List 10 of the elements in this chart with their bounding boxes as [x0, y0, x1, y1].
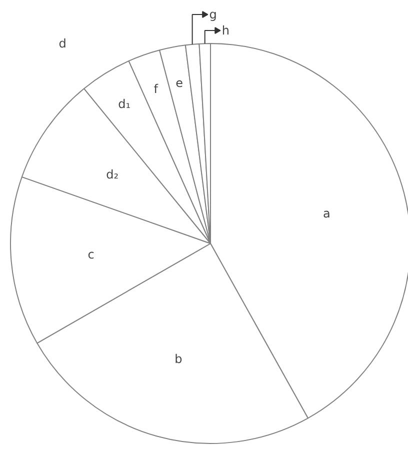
- slice-label: d₂: [106, 168, 119, 182]
- slice-label: e: [176, 76, 183, 90]
- slice-label: c: [88, 247, 94, 262]
- slice-label: f: [154, 82, 159, 96]
- slice-label: h: [222, 24, 230, 38]
- text: d: [58, 36, 66, 50]
- slice-label: b: [174, 352, 182, 366]
- slice-label: d₁: [118, 96, 131, 111]
- slice-label: a: [322, 206, 330, 220]
- slice-label: g: [209, 8, 217, 22]
